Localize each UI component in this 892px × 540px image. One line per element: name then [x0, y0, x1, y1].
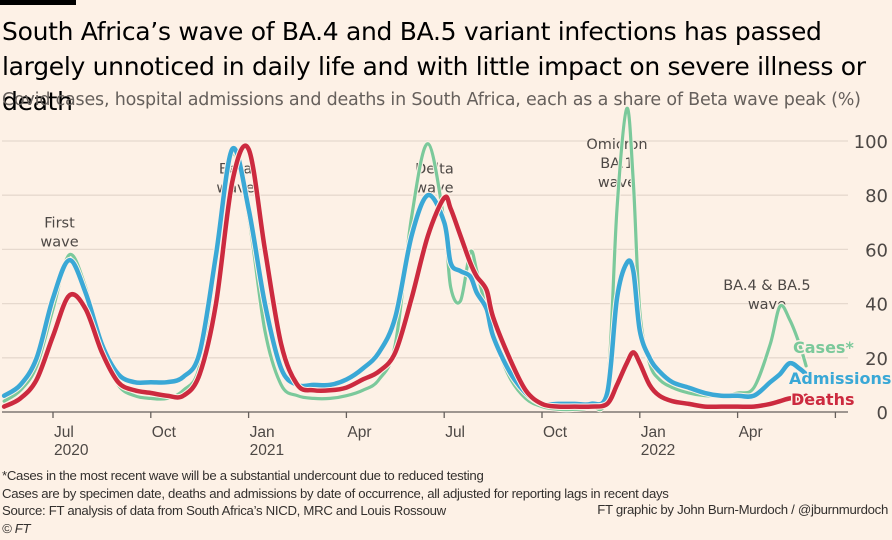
copyright: © FT: [2, 520, 31, 536]
annotation-line: wave: [415, 181, 453, 197]
wave-annotation: First wave: [40, 216, 78, 251]
x-tick-label: Jul: [445, 424, 465, 441]
y-axis: 0 20 40 60 80 100: [854, 132, 888, 424]
annotation-line: wave: [40, 235, 78, 251]
y-tick-label: 40: [865, 295, 888, 316]
chart-title: South Africa’s wave of BA.4 and BA.5 var…: [2, 17, 866, 116]
footnotes: *Cases in the most recent wave will be a…: [2, 467, 669, 537]
x-tick-label: Jul: [54, 424, 74, 441]
x-tick-label: Oct: [152, 424, 177, 441]
x-tick-label: Apr: [347, 424, 371, 441]
x-tick-label: Apr: [739, 424, 763, 441]
series-label-admissions: Admissions: [789, 369, 891, 388]
annotation-line: First: [44, 216, 75, 232]
annotations: FirstwaveBetawaveDeltawaveOmicronBA.1wav…: [40, 137, 810, 313]
footnote-method: Cases are by specimen date, deaths and a…: [2, 485, 669, 501]
x-tick-label: Oct: [543, 424, 568, 441]
x-tick-label: Jan: [641, 424, 666, 441]
series-label-deaths: Deaths: [791, 390, 855, 409]
y-tick-label: 80: [865, 186, 888, 207]
x-tick-year: 2021: [250, 442, 284, 459]
y-tick-label: 20: [865, 349, 888, 370]
graphic-credit: FT graphic by John Burn-Murdoch / @jburn…: [597, 502, 888, 517]
x-tick-year: 2022: [641, 442, 675, 459]
footnote-cases: *Cases in the most recent wave will be a…: [2, 468, 484, 483]
series-line-deaths: [1, 143, 809, 410]
annotation-line: Omicron: [586, 137, 647, 153]
series-lines: [0, 105, 810, 413]
x-tick-year: 2020: [54, 442, 89, 459]
source-note: Source: FT analysis of data from South A…: [2, 503, 446, 518]
y-tick-label: 60: [865, 240, 888, 261]
chart-subtitle: Covid cases, hospital admissions and dea…: [2, 90, 861, 110]
x-tick-label: Jan: [250, 424, 275, 441]
annotation-line: BA.4 & BA.5: [723, 278, 810, 294]
annotation-line: BA.1: [600, 156, 633, 172]
series-line-admissions: [1, 146, 809, 407]
series-label-cases: Cases*: [793, 338, 854, 357]
series-labels: Cases* Admissions Deaths: [788, 337, 892, 411]
y-tick-label: 0: [877, 403, 888, 424]
y-tick-label: 100: [854, 132, 888, 153]
ft-brand-bar: [0, 0, 76, 5]
